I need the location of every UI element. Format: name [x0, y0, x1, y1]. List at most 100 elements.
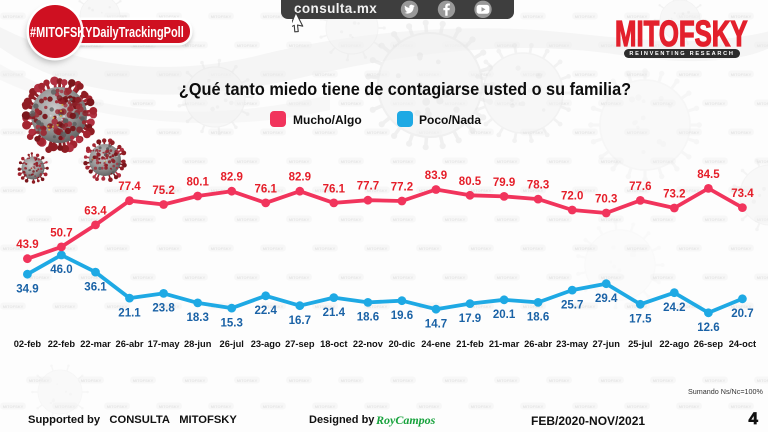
svg-text:MITOFSKY: MITOFSKY: [107, 404, 128, 409]
svg-text:MITOFSKY: MITOFSKY: [523, 246, 544, 251]
svg-text:20.1: 20.1: [493, 309, 516, 321]
svg-text:MITOFSKY: MITOFSKY: [289, 378, 310, 383]
svg-text:82.9: 82.9: [289, 172, 311, 184]
svg-text:MITOFSKY: MITOFSKY: [133, 217, 154, 222]
svg-text:MITOFSKY: MITOFSKY: [497, 275, 518, 280]
svg-text:MITOFSKY: MITOFSKY: [263, 14, 284, 19]
svg-text:MITOFSKY: MITOFSKY: [3, 130, 24, 135]
svg-text:MITOFSKY: MITOFSKY: [367, 188, 388, 193]
svg-text:77.4: 77.4: [118, 181, 141, 193]
svg-text:MITOFSKY: MITOFSKY: [627, 14, 648, 19]
svg-text:MITOFSKY: MITOFSKY: [757, 378, 768, 383]
svg-text:MITOFSKY: MITOFSKY: [497, 159, 518, 164]
svg-text:23-ago: 23-ago: [251, 339, 281, 349]
svg-text:MITOFSKY: MITOFSKY: [601, 378, 622, 383]
svg-text:MITOFSKY: MITOFSKY: [133, 159, 154, 164]
svg-text:MITOFSKY: MITOFSKY: [757, 43, 768, 48]
svg-text:26-abr: 26-abr: [116, 339, 144, 349]
svg-text:MITOFSKY: MITOFSKY: [341, 159, 362, 164]
svg-text:MITOFSKY: MITOFSKY: [185, 43, 206, 48]
svg-text:MITOFSKY: MITOFSKY: [341, 275, 362, 280]
svg-text:78.3: 78.3: [527, 180, 549, 192]
svg-text:22.4: 22.4: [255, 305, 278, 317]
svg-text:MITOFSKY: MITOFSKY: [367, 246, 388, 251]
svg-text:24-oct: 24-oct: [729, 339, 756, 349]
svg-text:MITOFSKY: MITOFSKY: [159, 246, 180, 251]
svg-text:MITOFSKY: MITOFSKY: [393, 159, 414, 164]
svg-text:77.7: 77.7: [357, 181, 379, 193]
svg-text:MITOFSKY: MITOFSKY: [393, 217, 414, 222]
svg-text:MITOFSKY: MITOFSKY: [263, 130, 284, 135]
svg-text:25-jul: 25-jul: [628, 339, 652, 349]
svg-text:MITOFSKY: MITOFSKY: [107, 304, 128, 309]
svg-text:MITOFSKY: MITOFSKY: [55, 404, 76, 409]
svg-text:MITOFSKY: MITOFSKY: [3, 246, 24, 251]
svg-text:MITOFSKY: MITOFSKY: [3, 188, 24, 193]
svg-text:MITOFSKY: MITOFSKY: [549, 378, 570, 383]
svg-text:MITOFSKY: MITOFSKY: [471, 404, 492, 409]
svg-text:MITOFSKY: MITOFSKY: [81, 275, 102, 280]
svg-text:MITOFSKY: MITOFSKY: [653, 275, 674, 280]
svg-text:80.5: 80.5: [459, 176, 482, 188]
svg-text:MITOFSKY: MITOFSKY: [497, 217, 518, 222]
svg-text:MITOFSKY: MITOFSKY: [55, 304, 76, 309]
svg-text:MITOFSKY: MITOFSKY: [237, 378, 258, 383]
svg-text:76.1: 76.1: [323, 183, 346, 195]
svg-text:MITOFSKY: MITOFSKY: [627, 72, 648, 77]
svg-text:MITOFSKY: MITOFSKY: [523, 404, 544, 409]
svg-text:17-may: 17-may: [148, 339, 181, 349]
svg-text:MITOFSKY: MITOFSKY: [211, 404, 232, 409]
svg-text:MITOFSKY: MITOFSKY: [341, 217, 362, 222]
svg-text:MITOFSKY: MITOFSKY: [289, 217, 310, 222]
svg-text:21-mar: 21-mar: [489, 339, 520, 349]
svg-text:36.1: 36.1: [84, 281, 107, 293]
svg-text:MITOFSKY: MITOFSKY: [289, 159, 310, 164]
svg-text:MITOFSKY: MITOFSKY: [3, 304, 24, 309]
svg-text:80.1: 80.1: [187, 177, 210, 189]
svg-text:27-jun: 27-jun: [593, 339, 621, 349]
svg-text:MITOFSKY: MITOFSKY: [653, 101, 674, 106]
svg-text:MITOFSKY: MITOFSKY: [237, 43, 258, 48]
svg-text:MITOFSKY: MITOFSKY: [575, 130, 596, 135]
svg-text:MITOFSKY: MITOFSKY: [211, 246, 232, 251]
svg-text:MITOFSKY: MITOFSKY: [159, 14, 180, 19]
svg-text:MITOFSKY: MITOFSKY: [81, 43, 102, 48]
svg-text:73.4: 73.4: [731, 188, 754, 200]
svg-text:MITOFSKY: MITOFSKY: [315, 72, 336, 77]
svg-text:MITOFSKY: MITOFSKY: [263, 72, 284, 77]
svg-text:MITOFSKY: MITOFSKY: [731, 14, 752, 19]
svg-text:MITOFSKY: MITOFSKY: [575, 14, 596, 19]
svg-text:83.9: 83.9: [425, 170, 447, 182]
svg-text:MITOFSKY: MITOFSKY: [705, 217, 726, 222]
svg-text:MITOFSKY: MITOFSKY: [705, 101, 726, 106]
svg-text:MITOFSKY: MITOFSKY: [289, 43, 310, 48]
svg-text:22-ago: 22-ago: [659, 339, 689, 349]
svg-text:MITOFSKY: MITOFSKY: [341, 378, 362, 383]
svg-text:MITOFSKY: MITOFSKY: [185, 378, 206, 383]
svg-text:17.9: 17.9: [459, 313, 481, 325]
svg-text:22-mar: 22-mar: [80, 339, 111, 349]
svg-text:MITOFSKY: MITOFSKY: [211, 188, 232, 193]
svg-text:MITOFSKY: MITOFSKY: [601, 217, 622, 222]
svg-text:MITOFSKY: MITOFSKY: [133, 378, 154, 383]
svg-text:22-nov: 22-nov: [353, 339, 384, 349]
svg-text:MITOFSKY: MITOFSKY: [757, 217, 768, 222]
svg-text:MITOFSKY: MITOFSKY: [159, 304, 180, 309]
svg-text:MITOFSKY: MITOFSKY: [367, 72, 388, 77]
svg-text:MITOFSKY: MITOFSKY: [315, 188, 336, 193]
svg-text:MITOFSKY: MITOFSKY: [159, 404, 180, 409]
svg-text:MITOFSKY: MITOFSKY: [731, 188, 752, 193]
svg-text:MITOFSKY: MITOFSKY: [159, 188, 180, 193]
svg-text:MITOFSKY: MITOFSKY: [653, 159, 674, 164]
svg-text:MITOFSKY: MITOFSKY: [575, 72, 596, 77]
svg-text:MITOFSKY: MITOFSKY: [653, 378, 674, 383]
svg-text:24-ene: 24-ene: [421, 339, 450, 349]
svg-text:MITOFSKY: MITOFSKY: [679, 72, 700, 77]
svg-text:MITOFSKY: MITOFSKY: [705, 43, 726, 48]
svg-text:MITOFSKY: MITOFSKY: [445, 275, 466, 280]
svg-text:20.7: 20.7: [731, 308, 753, 320]
svg-text:14.7: 14.7: [425, 318, 447, 330]
svg-text:18.6: 18.6: [527, 312, 549, 324]
svg-text:MITOFSKY: MITOFSKY: [601, 101, 622, 106]
svg-text:34.9: 34.9: [16, 283, 38, 295]
